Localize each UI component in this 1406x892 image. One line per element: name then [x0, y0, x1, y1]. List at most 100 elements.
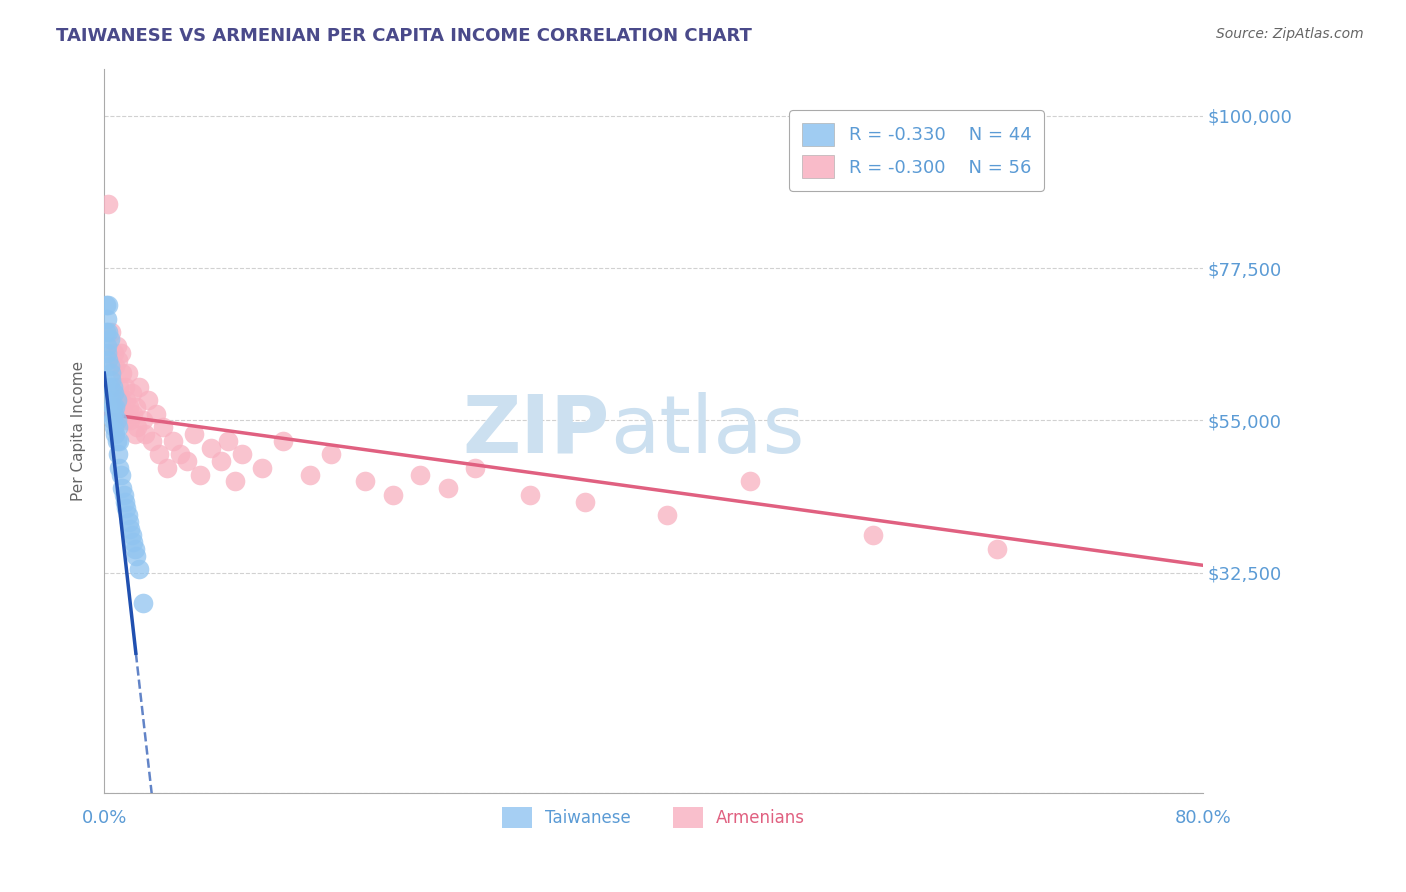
Point [100, 393, 122, 408]
Point [125, 549, 148, 563]
Point [169, 447, 191, 461]
Text: TAIWANESE VS ARMENIAN PER CAPITA INCOME CORRELATION CHART: TAIWANESE VS ARMENIAN PER CAPITA INCOME … [56, 27, 752, 45]
Point [145, 407, 167, 421]
Point [98, 359, 121, 374]
Point [115, 501, 138, 516]
Point [319, 447, 342, 461]
Point [120, 413, 142, 427]
Point [231, 447, 253, 461]
Point [110, 467, 132, 482]
Point [141, 434, 163, 448]
Text: 0.0%: 0.0% [82, 809, 127, 827]
Point [124, 427, 146, 442]
Point [114, 379, 136, 393]
Point [132, 413, 155, 427]
Point [436, 481, 458, 495]
Point [94, 326, 117, 340]
Point [108, 434, 131, 448]
Point [657, 508, 679, 523]
Point [108, 379, 131, 393]
Point [100, 326, 122, 340]
Point [111, 481, 134, 495]
Point [110, 393, 132, 408]
Point [107, 352, 129, 367]
Point [148, 447, 170, 461]
Point [98, 379, 121, 393]
Point [105, 339, 128, 353]
Point [200, 441, 222, 455]
Point [100, 373, 122, 387]
Point [409, 467, 432, 482]
Text: ZIP: ZIP [463, 392, 610, 469]
Point [115, 393, 138, 408]
Point [101, 379, 124, 393]
Point [96, 345, 118, 359]
Point [464, 460, 486, 475]
Point [108, 460, 131, 475]
Point [117, 508, 139, 523]
Point [107, 447, 129, 461]
Point [250, 460, 273, 475]
Point [110, 345, 132, 359]
Point [111, 366, 134, 380]
Point [354, 475, 377, 489]
Point [104, 400, 127, 414]
Point [98, 332, 121, 346]
Point [986, 541, 1008, 556]
Point [190, 467, 212, 482]
Point [103, 345, 125, 359]
Point [112, 407, 135, 421]
Point [114, 413, 136, 427]
Point [128, 562, 150, 576]
Point [118, 515, 141, 529]
Point [103, 420, 125, 434]
Point [136, 393, 159, 408]
Point [124, 541, 146, 556]
Legend: Taiwanese, Armenians: Taiwanese, Armenians [495, 800, 811, 835]
Point [125, 400, 148, 414]
Point [519, 488, 541, 502]
Point [120, 522, 142, 536]
Point [209, 454, 232, 468]
Point [217, 434, 239, 448]
Point [96, 339, 118, 353]
Point [104, 359, 127, 374]
Point [114, 494, 136, 508]
Point [117, 366, 139, 380]
Point [176, 454, 198, 468]
Point [156, 460, 179, 475]
Point [121, 528, 143, 542]
Point [574, 494, 596, 508]
Point [122, 535, 145, 549]
Point [128, 379, 150, 393]
Point [100, 407, 122, 421]
Text: 80.0%: 80.0% [1174, 809, 1232, 827]
Point [127, 420, 149, 434]
Point [97, 326, 120, 340]
Text: atlas: atlas [610, 392, 804, 469]
Point [100, 366, 122, 380]
Point [105, 413, 128, 427]
Point [112, 488, 135, 502]
Point [105, 393, 128, 408]
Point [183, 427, 205, 442]
Point [152, 420, 174, 434]
Point [271, 434, 294, 448]
Point [94, 298, 117, 312]
Point [107, 420, 129, 434]
Point [738, 475, 761, 489]
Point [122, 407, 145, 421]
Point [381, 488, 404, 502]
Point [224, 475, 246, 489]
Point [96, 312, 118, 326]
Point [97, 352, 120, 367]
Point [134, 427, 156, 442]
Point [862, 528, 884, 542]
Point [162, 434, 184, 448]
Point [299, 467, 322, 482]
Point [132, 596, 155, 610]
Point [103, 407, 125, 421]
Point [103, 386, 125, 401]
Point [101, 400, 124, 414]
Point [97, 298, 120, 312]
